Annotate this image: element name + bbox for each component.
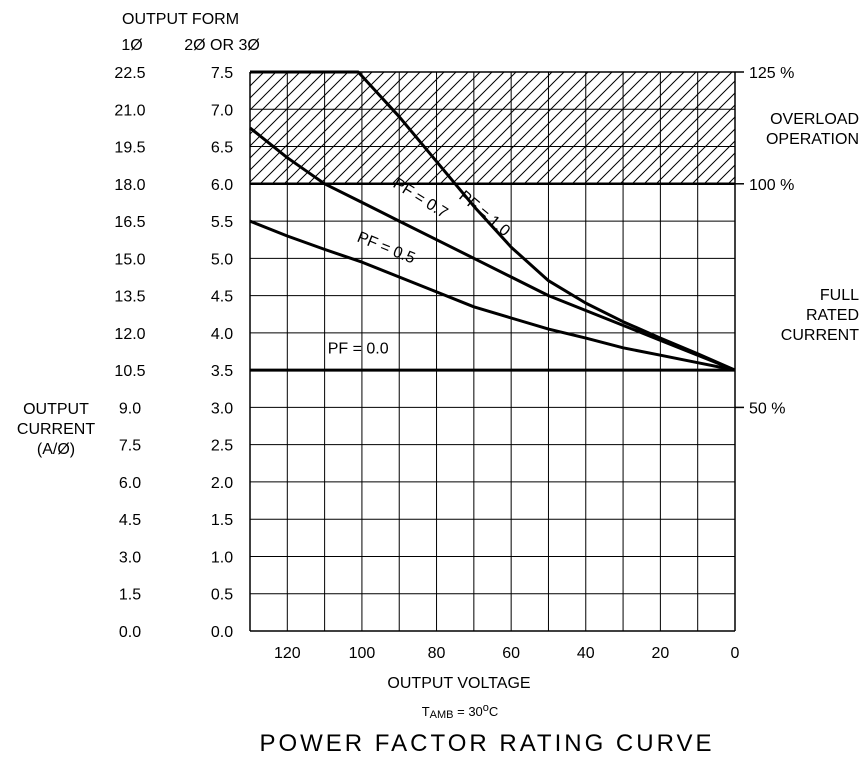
y-tick-label-multi-phase: 3.5 [211,363,233,380]
y-tick-label-single-phase: 18.0 [114,177,145,194]
y-tick-label-multi-phase: 0.0 [211,624,233,641]
y-tick-label-single-phase: 1.5 [119,587,141,604]
series-group [249,70,736,372]
x-axis-label: OUTPUT VOLTAGE [387,675,530,692]
y-axis-label-3: (A/Ø) [37,441,75,458]
y-tick-label-multi-phase: 5.5 [211,214,233,231]
y-tick-label-single-phase: 22.5 [114,65,145,82]
right-axis-label: 125 % [749,65,794,82]
y-tick-label-multi-phase: 3.0 [211,400,233,417]
y-axis-label-1: OUTPUT [23,401,89,418]
ambient-temp-label: TAMB = 30oC [422,702,499,721]
series-line [249,126,736,372]
y-axis-label-2: CURRENT [17,421,95,438]
x-tick-label: 120 [274,645,301,662]
single-phase-header: 1Ø [121,37,142,54]
right-note-text: RATED [806,307,859,324]
x-tick-label: 80 [428,645,446,662]
y-tick-label-single-phase: 0.0 [119,624,141,641]
x-tick-label: 40 [577,645,595,662]
right-note-text: OPERATION [766,131,859,148]
overload-region [250,72,735,184]
y-tick-label-multi-phase: 0.5 [211,587,233,604]
y-tick-label-single-phase: 10.5 [114,363,145,380]
y-tick-label-multi-phase: 5.0 [211,251,233,268]
series-line [250,70,736,372]
series-label: PF = 0.0 [328,341,389,358]
x-tick-label: 0 [731,645,740,662]
grid [250,72,735,631]
multi-phase-header: 2Ø OR 3Ø [184,37,260,54]
chart-title: POWER FACTOR RATING CURVE [259,730,714,757]
right-note-text: CURRENT [781,327,859,344]
y-tick-label-multi-phase: 1.0 [211,549,233,566]
y-tick-label-single-phase: 3.0 [119,549,141,566]
y-tick-label-multi-phase: 2.5 [211,438,233,455]
y-tick-label-single-phase: 21.0 [114,102,145,119]
series-line [249,219,736,372]
right-axis-label: 100 % [749,177,794,194]
x-tick-label: 60 [502,645,520,662]
right-note-text: OVERLOAD [770,111,859,128]
y-tick-label-single-phase: 4.5 [119,512,141,529]
y-tick-label-multi-phase: 6.0 [211,177,233,194]
y-tick-label-single-phase: 9.0 [119,400,141,417]
y-tick-label-single-phase: 7.5 [119,438,141,455]
right-axis-label: 50 % [749,400,785,417]
y-tick-label-multi-phase: 2.0 [211,475,233,492]
series-label: PF = 1.0 [455,188,513,240]
y-tick-label-multi-phase: 7.5 [211,65,233,82]
output-form-label: OUTPUT FORM [122,11,239,28]
y-tick-label-multi-phase: 4.0 [211,326,233,343]
y-tick-label-single-phase: 12.0 [114,326,145,343]
right-note-text: FULL [820,287,859,304]
x-tick-label: 20 [651,645,669,662]
y-tick-label-single-phase: 19.5 [114,140,145,157]
y-tick-label-single-phase: 15.0 [114,251,145,268]
y-tick-label-single-phase: 13.5 [114,289,145,306]
y-tick-label-single-phase: 6.0 [119,475,141,492]
y-tick-label-multi-phase: 6.5 [211,140,233,157]
y-tick-label-multi-phase: 1.5 [211,512,233,529]
y-tick-label-single-phase: 16.5 [114,214,145,231]
y-tick-label-multi-phase: 7.0 [211,102,233,119]
y-tick-label-multi-phase: 4.5 [211,289,233,306]
x-tick-label: 100 [349,645,376,662]
